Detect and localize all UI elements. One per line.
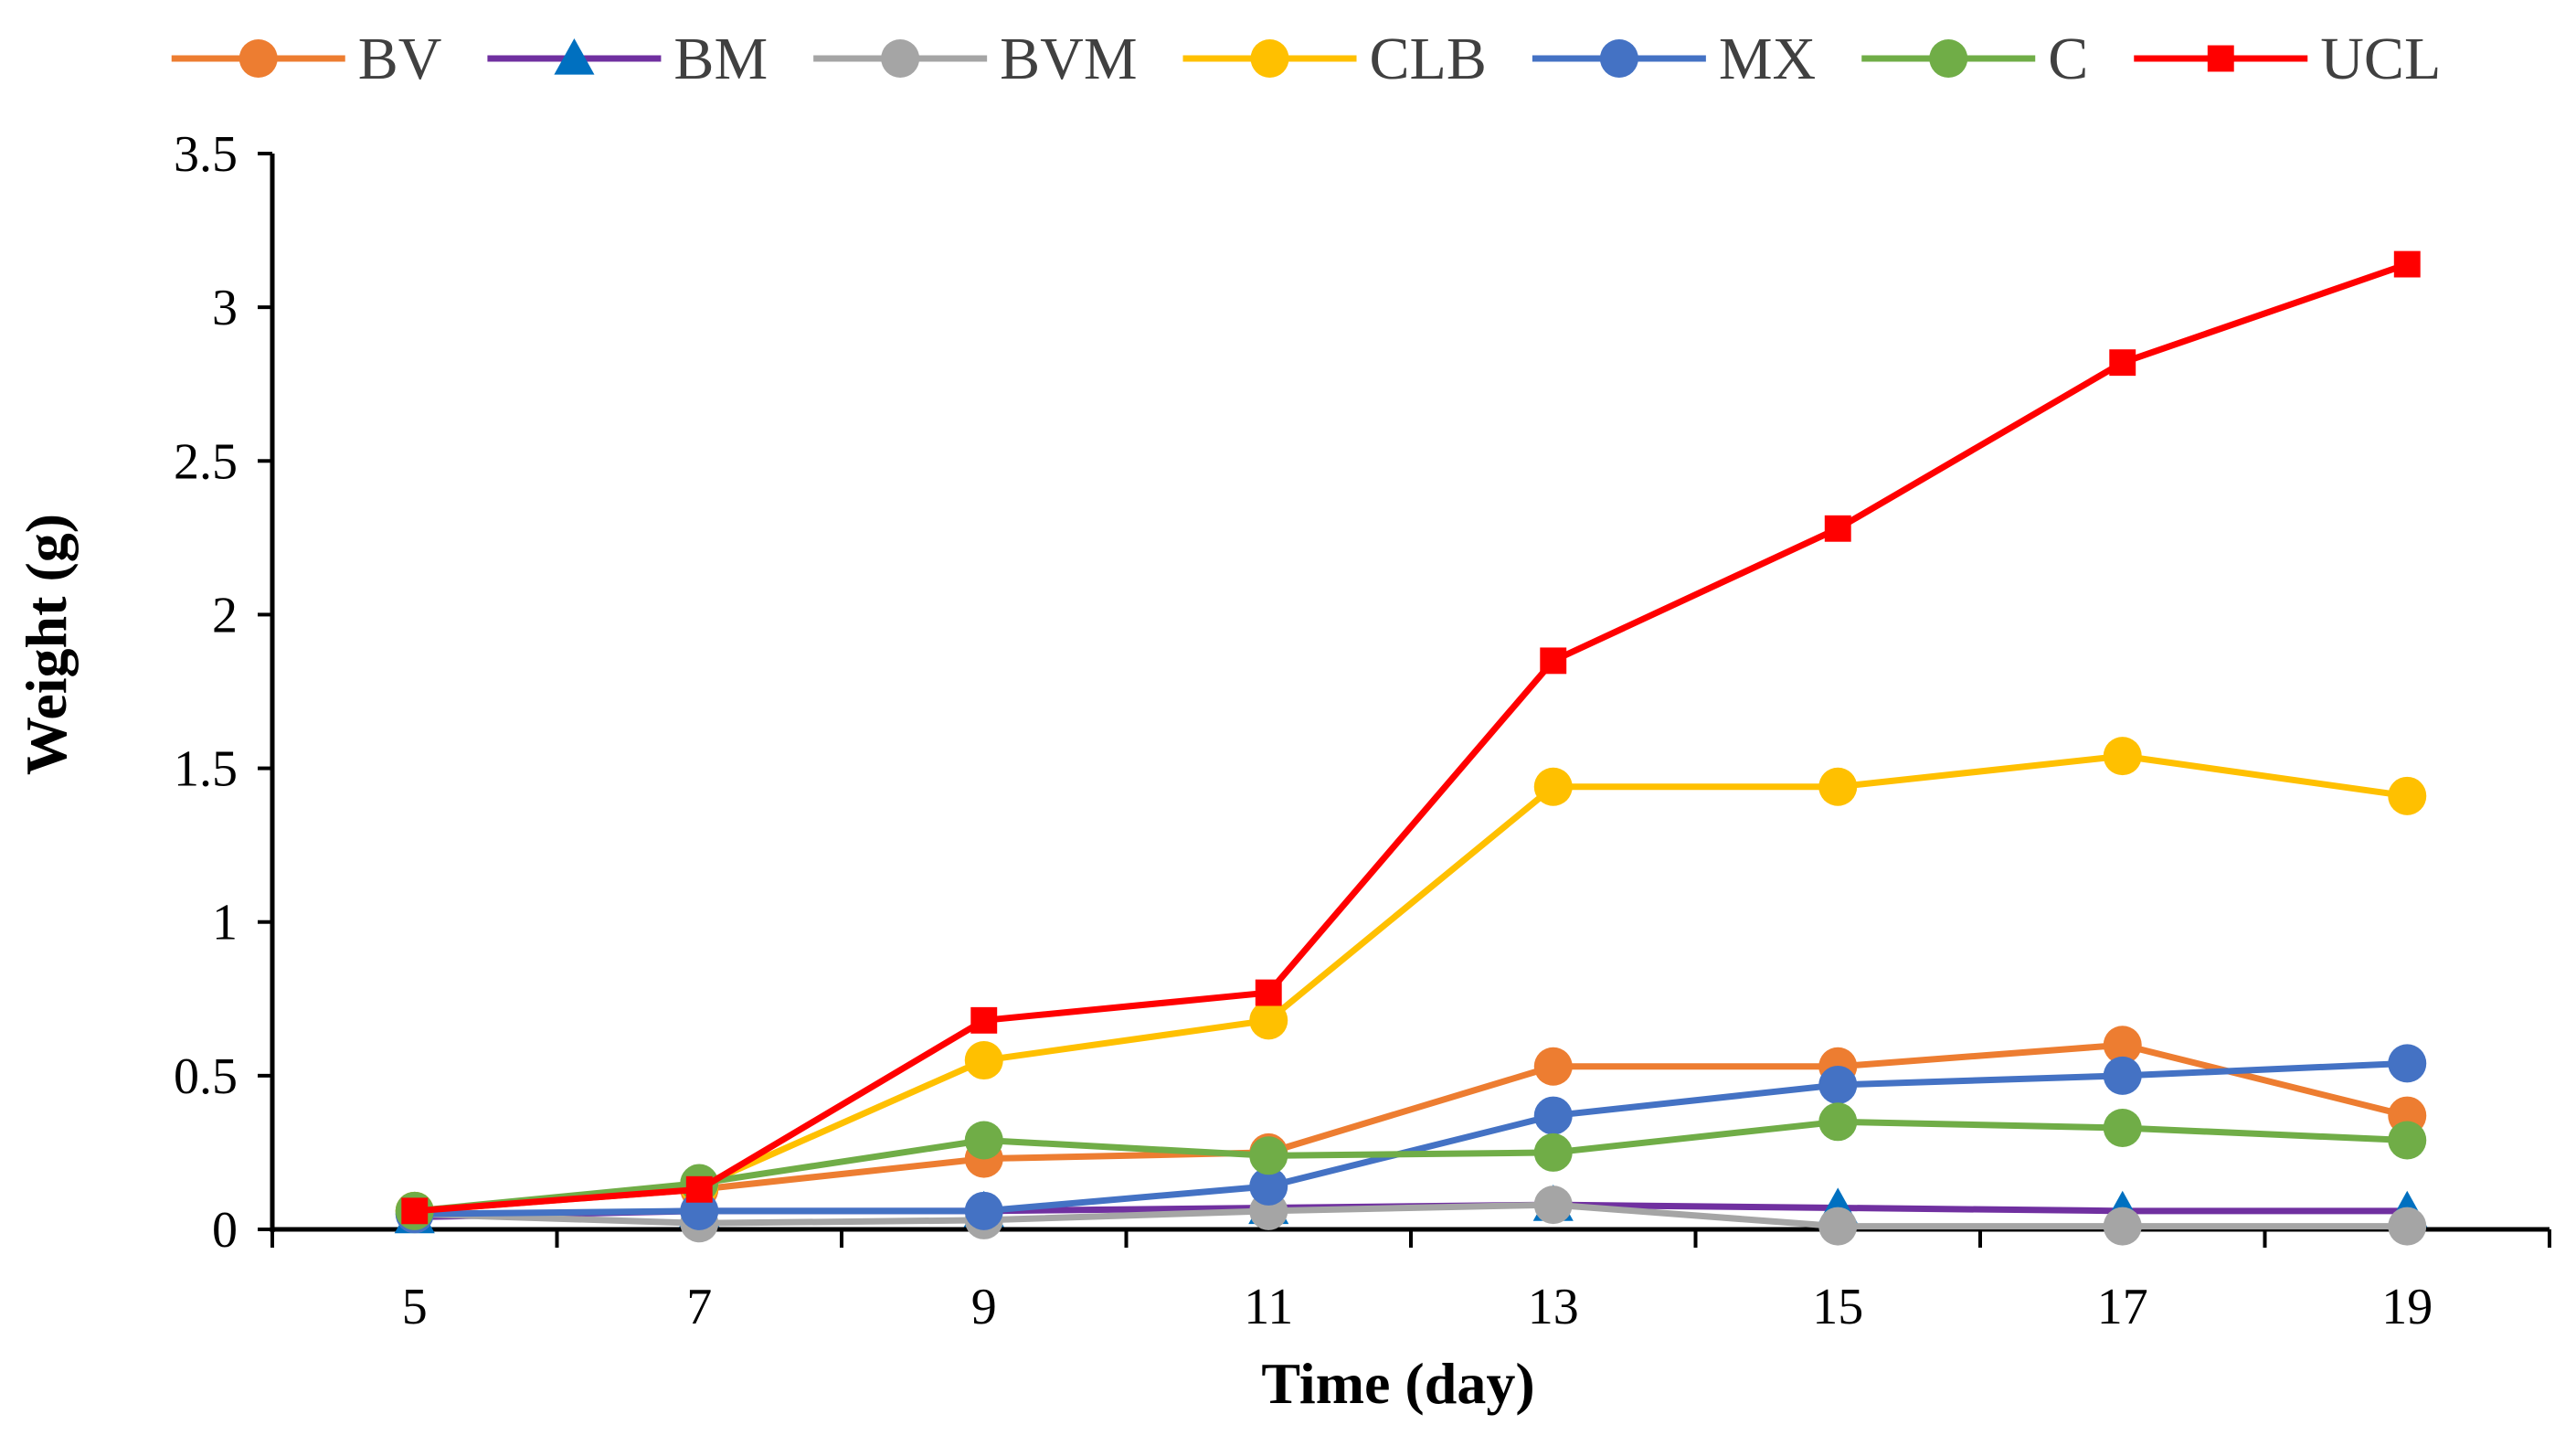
x-tick-label: 11	[1244, 1279, 1293, 1335]
series-group	[394, 250, 2428, 1246]
data-point-bv	[1533, 1047, 1573, 1086]
y-tick-label: 0	[212, 1202, 238, 1259]
y-axis-title: Weight (g)	[14, 514, 79, 775]
x-axis-title: Time (day)	[1261, 1351, 1534, 1416]
data-point-ucl	[2393, 250, 2421, 278]
data-point-bvm	[2388, 1207, 2427, 1246]
legend-swatch-marker	[554, 37, 595, 75]
x-tick-label: 19	[2381, 1279, 2433, 1335]
x-tick-label: 17	[2097, 1279, 2148, 1335]
legend-swatch-marker	[2207, 45, 2234, 72]
x-tick-label: 5	[402, 1279, 428, 1335]
legend-swatch-marker	[1599, 39, 1638, 78]
data-point-ucl	[1540, 647, 1567, 675]
legend-label: BV	[358, 26, 442, 92]
legend-item-bv: BV	[171, 26, 442, 92]
data-point-c	[1249, 1136, 1288, 1175]
y-tick-label: 0.5	[174, 1048, 238, 1105]
data-point-clb	[964, 1041, 1003, 1080]
legend-swatch-marker	[881, 39, 920, 78]
y-tick-label: 2	[212, 587, 238, 643]
series-line-c	[414, 1118, 2408, 1215]
data-point-mx	[1533, 1096, 1573, 1135]
legend-item-bm: BM	[487, 26, 768, 92]
series-line-bvm	[414, 1201, 2408, 1230]
y-tick-label: 3	[212, 280, 238, 336]
data-point-clb	[1249, 1001, 1288, 1040]
data-point-mx	[2103, 1056, 2142, 1095]
legend-swatch-marker	[239, 39, 278, 78]
data-point-ucl	[685, 1175, 713, 1203]
legend-swatch-marker	[1250, 39, 1289, 78]
data-point-ucl	[1824, 515, 1851, 542]
legend-swatch-marker	[1929, 39, 1968, 78]
data-point-ucl	[2109, 349, 2136, 377]
data-point-ucl	[401, 1197, 429, 1225]
data-point-clb	[2103, 737, 2142, 776]
legend-label: BM	[673, 26, 768, 92]
legend-item-clb: CLB	[1182, 26, 1487, 92]
series-bvm	[395, 1186, 2427, 1246]
series-line-clb	[414, 752, 2408, 1215]
data-point-c	[2103, 1109, 2142, 1148]
legend-label: UCL	[2320, 26, 2441, 92]
y-tick-label: 2.5	[174, 433, 238, 490]
legend-item-ucl: UCL	[2134, 26, 2441, 92]
legend-label: CLB	[1370, 26, 1487, 92]
x-tick-label: 13	[1528, 1279, 1579, 1335]
data-point-mx	[964, 1191, 1003, 1230]
data-point-clb	[1533, 767, 1573, 806]
data-point-bvm	[1533, 1186, 1573, 1225]
series-ucl	[401, 250, 2421, 1225]
data-point-mx	[1249, 1166, 1288, 1206]
y-tick-label: 3.5	[174, 126, 238, 183]
x-tick-label: 7	[686, 1279, 712, 1335]
data-point-c	[2388, 1121, 2427, 1160]
legend-label: MX	[1719, 26, 1816, 92]
data-point-c	[964, 1121, 1003, 1160]
y-axis-ticks: 0 0.5 1 1.5 2 2.5 3 3.5	[174, 126, 272, 1259]
legend-label: BVM	[1000, 26, 1137, 92]
legend-item-c: C	[1861, 26, 2088, 92]
series-line-bv	[414, 1041, 2409, 1215]
data-point-bvm	[1818, 1207, 1858, 1246]
data-point-bvm	[2103, 1207, 2142, 1246]
data-point-clb	[2388, 776, 2427, 815]
data-point-c	[1818, 1102, 1858, 1142]
x-tick-label: 15	[1812, 1279, 1863, 1335]
y-tick-label: 1	[212, 895, 238, 952]
legend-item-bvm: BVM	[813, 26, 1138, 92]
data-point-ucl	[1255, 979, 1282, 1006]
x-axis-ticks: 5 7 9 11 13 15 17 19	[270, 1229, 2551, 1335]
legend-item-mx: MX	[1532, 26, 1816, 92]
data-point-bv	[2103, 1026, 2142, 1065]
data-point-mx	[2388, 1044, 2427, 1083]
data-point-ucl	[970, 1006, 998, 1034]
data-point-mx	[1818, 1065, 1858, 1104]
x-tick-label: 9	[971, 1279, 997, 1335]
data-point-clb	[1818, 767, 1858, 806]
legend-label: C	[2048, 26, 2088, 92]
data-point-c	[1533, 1132, 1573, 1172]
legend: BV BM BVM CLB MX C UCL	[171, 26, 2441, 92]
series-line-ucl	[414, 260, 2409, 1215]
y-tick-label: 1.5	[174, 741, 238, 798]
